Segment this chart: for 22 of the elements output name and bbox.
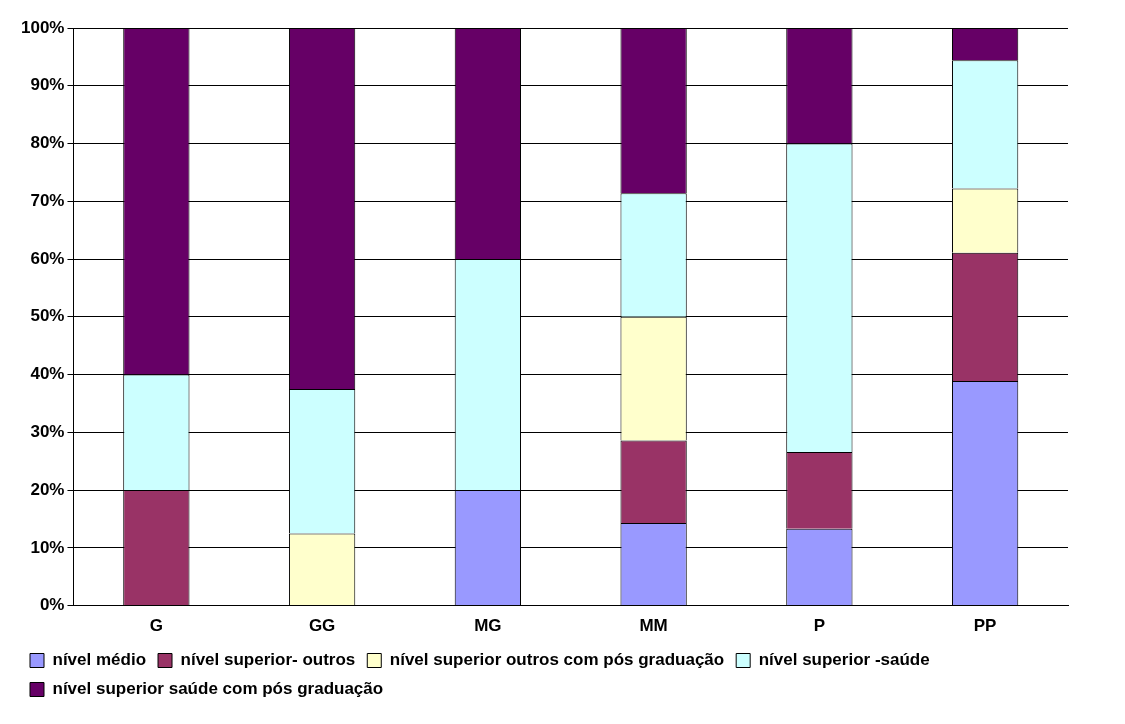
legend-label: nível superior- outros (180, 650, 356, 670)
y-tick-label: 30% (30, 422, 65, 442)
y-tick-label: 60% (30, 248, 65, 268)
x-tick-label: PP (973, 616, 997, 636)
y-tick-label: 40% (30, 364, 65, 384)
x-tick-label: GG (308, 616, 336, 636)
legend-label: nível superior -saúde (758, 650, 930, 670)
x-tick-label: MM (639, 616, 668, 636)
y-tick-label: 80% (30, 133, 65, 153)
y-tick-label: 70% (30, 190, 65, 210)
legend-label: nível superior outros com pós graduação (389, 650, 725, 670)
x-tick-label: G (149, 616, 163, 636)
legend-label: nível superior saúde com pós graduação (52, 679, 384, 699)
legend-label: nível médio (52, 650, 147, 670)
y-tick-label: 50% (30, 306, 65, 326)
x-tick-label: MG (474, 616, 502, 636)
y-tick-label: 20% (30, 479, 65, 499)
y-tick-label: 100% (21, 17, 65, 37)
y-tick-label: 10% (30, 537, 65, 557)
y-tick-label: 90% (30, 75, 65, 95)
x-tick-label: P (813, 616, 826, 636)
y-tick-label: 0% (39, 595, 65, 615)
